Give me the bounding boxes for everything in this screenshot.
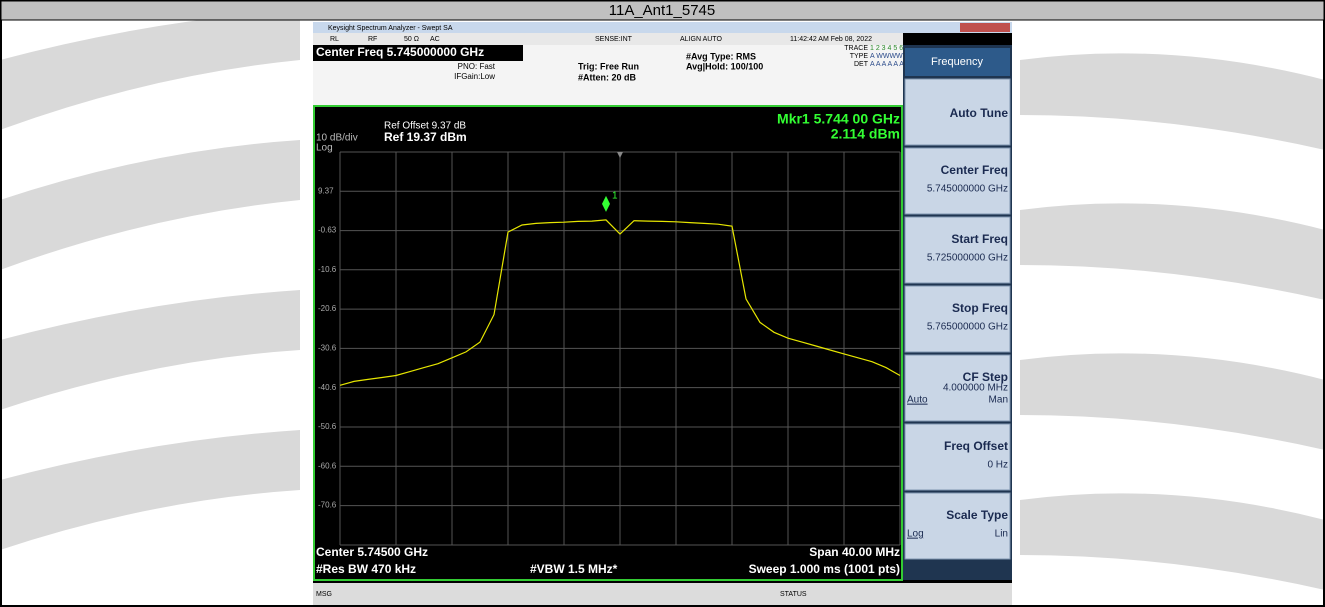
marker-freq: Mkr1 5.744 00 GHz — [777, 111, 900, 127]
marker-id: 1 — [612, 191, 618, 202]
softkey-label: Center Freq — [941, 163, 1008, 177]
trig: Trig: Free Run — [578, 61, 639, 71]
trace-nums: 1 2 3 4 5 6 — [870, 45, 903, 52]
footer-sweep: Sweep 1.000 ms (1001 pts) — [749, 562, 900, 576]
softkey-value: 5.745000000 GHz — [927, 184, 1008, 195]
watermark — [0, 10, 1325, 590]
y-tick-label: -20.6 — [318, 304, 337, 313]
status-item: SENSE:INT — [595, 36, 633, 43]
status-row — [313, 33, 903, 45]
display — [313, 105, 903, 581]
window-title: Keysight Spectrum Analyzer - Swept SA — [328, 25, 453, 32]
ref-level: Ref 19.37 dBm — [384, 130, 467, 144]
softkey[interactable] — [904, 216, 1011, 284]
center-marker — [617, 152, 623, 158]
softkey-right: Lin — [995, 529, 1008, 540]
header-title: 11A_Ant1_5745 — [609, 2, 716, 19]
pno: PNO: Fast — [458, 62, 496, 71]
trace-label: TRACE — [844, 45, 868, 52]
status-item: ALIGN AUTO — [680, 36, 722, 43]
softkey[interactable] — [904, 78, 1011, 146]
status-item: AC — [430, 36, 440, 43]
window-titlebar — [313, 22, 1012, 33]
status-label: STATUS — [780, 591, 807, 598]
softkey-label: Start Freq — [951, 232, 1008, 246]
y-tick-label: 9.37 — [318, 186, 334, 195]
softkey-label: Freq Offset — [944, 439, 1008, 453]
type-val: A WWWWW — [870, 53, 910, 60]
menu-title: Frequency — [931, 56, 983, 68]
softkey[interactable] — [904, 147, 1011, 215]
y-tick-label: -40.6 — [318, 383, 337, 392]
avg-type: #Avg Type: RMS — [686, 51, 756, 61]
y-tick-label: -60.6 — [318, 461, 337, 470]
status-bar — [313, 583, 1012, 605]
status-item: 50 Ω — [404, 36, 419, 43]
softkey-label: Stop Freq — [952, 301, 1008, 315]
status-msg: MSG — [316, 591, 332, 598]
softkey-left: Auto — [907, 395, 928, 406]
y-tick-label: -70.6 — [318, 501, 337, 510]
y-tick-label: -50.6 — [318, 422, 337, 431]
center-freq-box — [313, 45, 523, 61]
status-item: RF — [368, 36, 377, 43]
softkey-label: Auto Tune — [950, 106, 1009, 120]
scale-div: 10 dB/div — [316, 133, 358, 144]
marker-diamond — [602, 195, 610, 212]
softkey-left: Log — [907, 529, 924, 540]
y-tick-label: -30.6 — [318, 343, 337, 352]
softkey-right: Man — [989, 395, 1008, 406]
log-label: Log — [316, 143, 333, 154]
softkey[interactable] — [904, 285, 1011, 353]
header-bar — [0, 0, 1325, 21]
softkey-value: 5.765000000 GHz — [927, 322, 1008, 333]
softkey-value: 4.000000 MHz — [943, 383, 1008, 394]
window-buttons[interactable] — [960, 23, 1010, 32]
det-label: DET — [854, 61, 869, 68]
softkey[interactable] — [904, 492, 1011, 560]
softkey-value: 0 Hz — [987, 460, 1008, 471]
softkey[interactable] — [904, 423, 1011, 491]
status-item: 11:42:42 AM Feb 08, 2022 — [790, 36, 872, 43]
atten: #Atten: 20 dB — [578, 72, 637, 82]
footer-span: Span 40.00 MHz — [809, 545, 900, 559]
trace — [339, 219, 901, 386]
avg-hold: Avg|Hold: 100/100 — [686, 61, 763, 71]
footer-vbw: #VBW 1.5 MHz* — [530, 562, 618, 576]
ref-offset: Ref Offset 9.37 dB — [384, 121, 466, 132]
center-freq: Center Freq 5.745000000 GHz — [316, 45, 484, 59]
marker-amp: 2.114 dBm — [831, 126, 900, 142]
softkey-value: 5.725000000 GHz — [927, 253, 1008, 264]
type-label: TYPE — [850, 53, 869, 60]
det-val: A A A A A A — [870, 61, 904, 68]
status-item: RL — [330, 36, 339, 43]
softkey-label: Scale Type — [946, 508, 1008, 522]
y-tick-label: -10.6 — [318, 265, 337, 274]
footer-center: Center 5.74500 GHz — [316, 545, 428, 559]
softkey-label: CF Step — [963, 370, 1008, 384]
ifgain: IFGain:Low — [454, 72, 495, 81]
softkey[interactable] — [904, 354, 1011, 422]
y-tick-label: -0.63 — [318, 226, 337, 235]
menu-title-box — [905, 48, 1010, 76]
footer-rbw: #Res BW 470 kHz — [316, 562, 416, 576]
